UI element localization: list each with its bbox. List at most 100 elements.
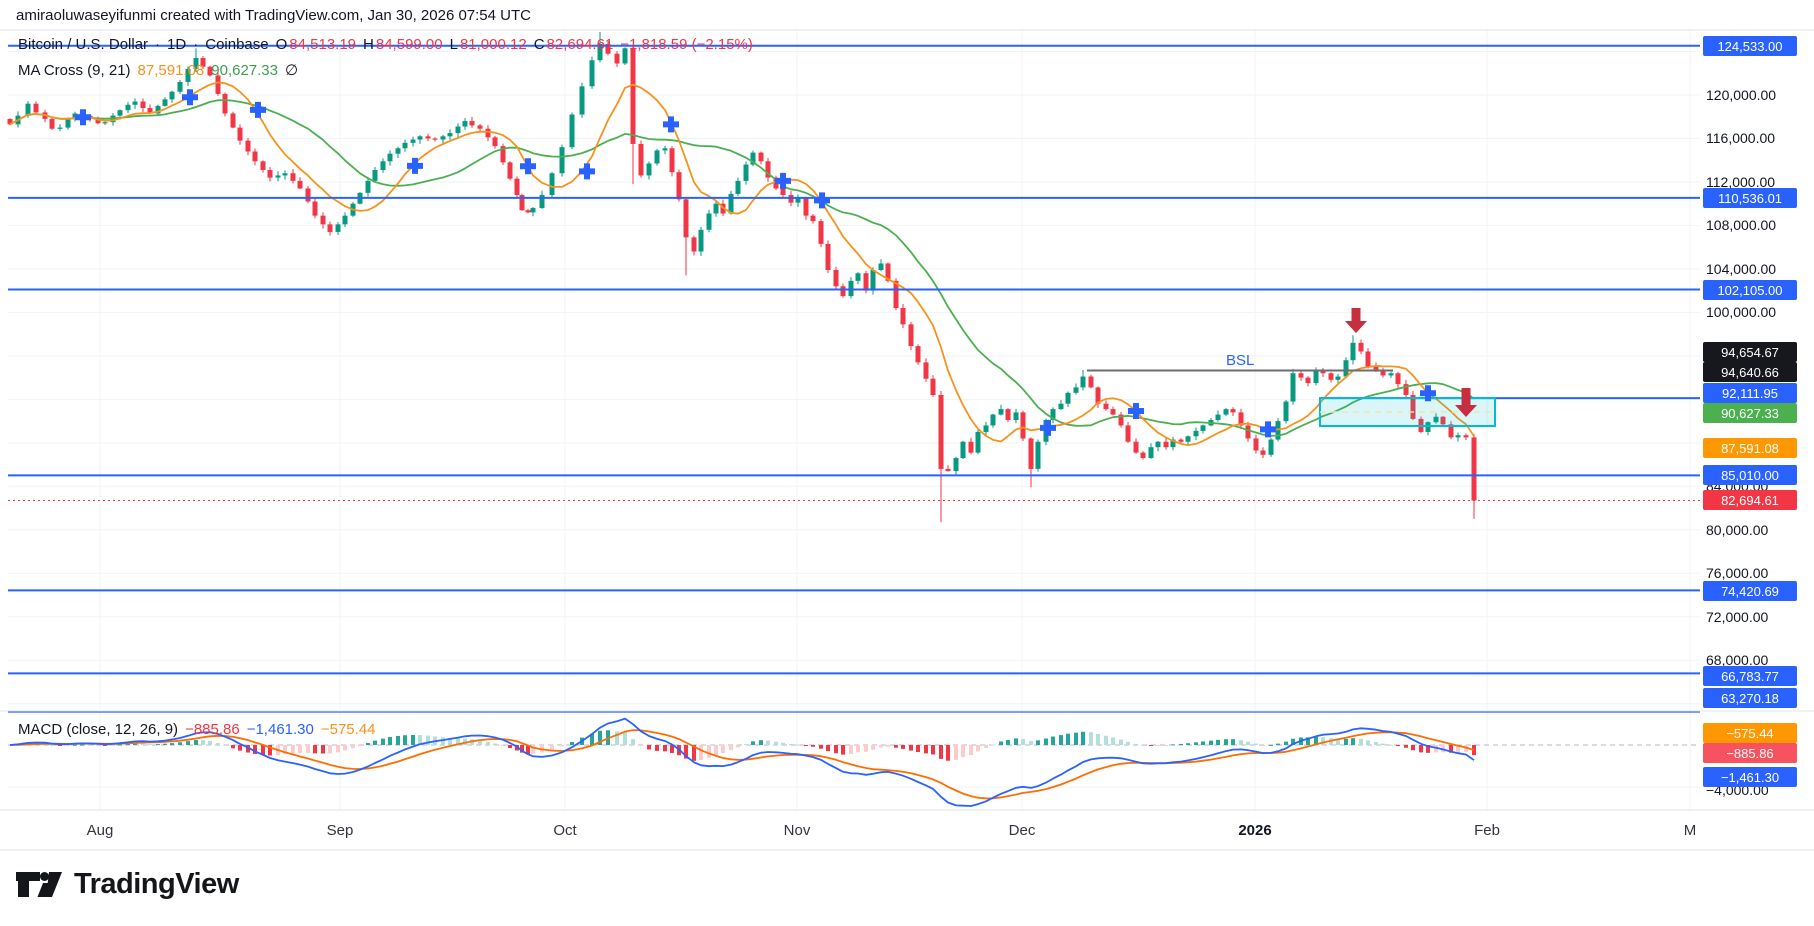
macd-histogram-bar [396,735,400,745]
candle-body [25,103,31,116]
macd-histogram-bar [1119,739,1123,745]
macd-histogram-bar [126,743,130,745]
candle-body [1005,409,1011,420]
macd-histogram-bar [999,741,1003,745]
macd-histogram-bar [1044,738,1048,745]
ma-cross-marker[interactable] [1128,402,1144,419]
candle-body [1065,392,1071,404]
macd-histogram-bar [163,743,167,745]
macd-histogram-bar [991,744,995,746]
candle-body [1328,373,1334,380]
macd-histogram-bar [291,745,295,754]
macd-histogram-bar [141,743,145,745]
macd-histogram-bar [231,745,235,749]
candle-body [1080,376,1086,388]
macd-histogram-bar [969,745,973,755]
macd-histogram-bar [118,744,122,746]
candle-body [579,86,585,115]
candle-body [614,53,620,64]
candle-body [1088,376,1094,388]
candle-body [1148,447,1154,459]
candle-body [469,121,475,126]
macd-histogram-bar [961,745,965,758]
macd-histogram-bar [759,740,763,745]
candle-body [177,81,183,92]
ma-cross-marker[interactable] [75,109,91,126]
candle-body [1020,412,1026,439]
candle-body [683,199,689,238]
macd-histogram-bar [721,745,725,754]
candle-body [222,93,228,114]
candle-body [795,198,801,203]
candle-body [140,101,146,109]
macd-histogram-bar [223,745,227,746]
ma-cross-marker[interactable] [1040,419,1056,436]
macd-histogram-bar [478,740,482,745]
ma-cross-marker[interactable] [1420,385,1436,402]
candle-body [676,172,682,200]
macd-histogram-bar [1411,745,1415,751]
macd-histogram-bar [819,745,823,749]
ma-cross-marker[interactable] [579,163,595,180]
macd-histogram-bar [1216,739,1220,745]
down-arrow-marker[interactable] [1455,388,1477,417]
macd-histogram-bar [418,735,422,745]
candle-body [485,128,491,138]
candle-body [320,215,326,225]
macd-histogram-bar [426,735,430,745]
ma-cross-marker[interactable] [407,157,423,174]
ma-cross-marker[interactable] [663,116,679,133]
candle-body [908,324,914,347]
macd-histogram-bar [1396,745,1400,747]
candle-body [297,180,303,189]
macd-histogram-bar [351,745,355,749]
macd-histogram-bar [1156,745,1160,746]
ma21-line[interactable] [9,99,1475,437]
macd-histogram-bar [615,731,619,745]
candle-body [477,125,483,129]
macd-histogram-bar [954,745,958,760]
candle-body [998,409,1004,415]
macd-histogram-bar [111,745,115,746]
candle-body [519,195,525,211]
macd-histogram-bar [1449,745,1453,753]
macd-histogram-bar [441,737,445,745]
ma-cross-marker[interactable] [1260,421,1276,438]
ma-cross-marker[interactable] [775,172,791,189]
ma-cross-marker[interactable] [250,101,266,118]
macd-histogram-bar [670,745,674,753]
candle-body [365,180,371,193]
macd-histogram-bar [834,745,838,754]
macd-histogram-bar [1171,744,1175,746]
down-arrow-marker[interactable] [1345,308,1367,333]
macd-histogram-bar [1014,738,1018,745]
candle-body [290,173,296,181]
candle-body [327,224,333,232]
candle-body [305,188,311,202]
candle-body [342,215,348,225]
macd-histogram-bar [1141,745,1145,746]
ma-cross-marker[interactable] [520,158,536,175]
macd-histogram-bar [1074,732,1078,745]
macd-histogram-bar [1021,738,1025,745]
macd-histogram-bar [598,730,602,745]
candle-body [1170,439,1176,448]
candle-body [193,58,199,69]
ma-cross-marker[interactable] [814,192,830,209]
ma9-line[interactable] [9,81,1475,447]
macd-histogram-bar [663,745,667,752]
candle-body [539,195,545,209]
candle-body [810,215,816,222]
candle-body [275,175,281,178]
macd-histogram-bar [194,739,198,745]
candle-body [410,139,416,143]
macd-histogram-bar [774,741,778,745]
ma-cross-marker[interactable] [182,89,198,106]
candle-body [49,118,55,129]
macd-histogram-bar [508,745,512,749]
macd-histogram-bar [1111,737,1115,745]
macd-histogram-bar [1359,738,1363,745]
macd-histogram-bar [1426,745,1430,753]
macd-histogram-bar [901,745,905,749]
